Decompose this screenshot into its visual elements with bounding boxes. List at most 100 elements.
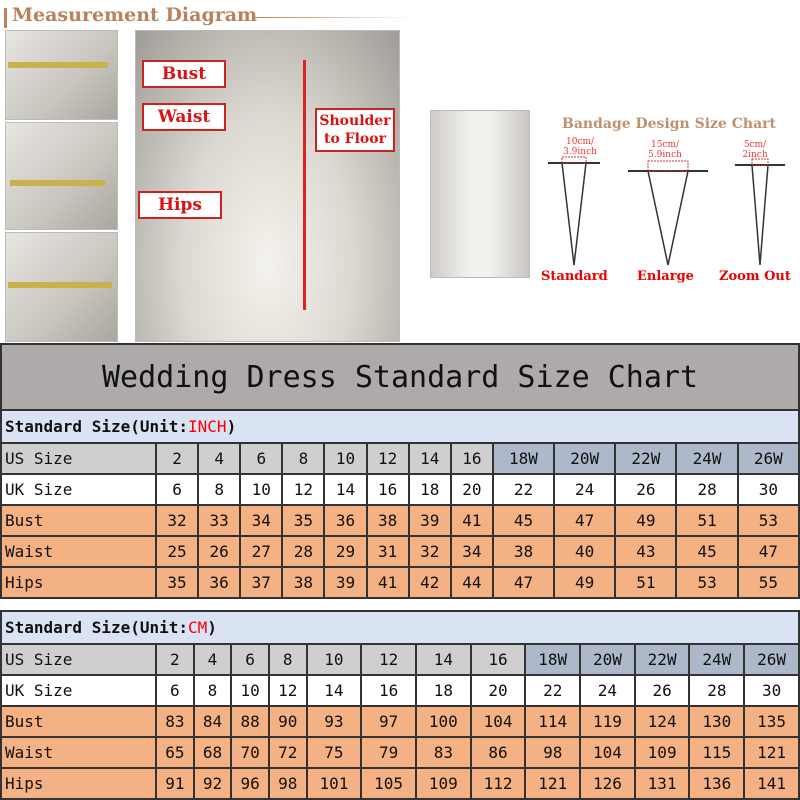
size-cell: 32	[154, 504, 200, 537]
size-cell: 53	[675, 566, 739, 599]
size-cell: 24W	[688, 643, 746, 676]
size-cell: 44	[449, 566, 494, 599]
size-cell: 90	[267, 705, 308, 738]
row-label: UK Size	[0, 473, 157, 506]
size-cell: 24W	[675, 442, 739, 475]
size-cell: 135	[743, 705, 800, 738]
shoulder-to-floor-label: Shoulder to Floor	[315, 108, 395, 152]
table-row: UK Size 6 8 10 12 14 16 18 20 22 24 26 28 30	[0, 674, 800, 707]
size-cell: 28	[675, 473, 739, 506]
size-cell: 22	[491, 473, 556, 506]
size-cell: 34	[239, 504, 284, 537]
section-prefix: Standard Size(Unit:	[5, 618, 189, 637]
size-cell: 68	[192, 736, 233, 769]
standard-size: 10cm/ 3.9inch	[563, 137, 597, 157]
table-row: Hips 35 36 37 38 39 41 42 44 47 49 51 53 55	[0, 566, 800, 599]
size-cell: 22W	[633, 643, 691, 676]
waist-photo	[5, 122, 118, 230]
size-cell: 28	[281, 535, 326, 568]
size-cell: 14	[414, 643, 472, 676]
row-label: UK Size	[0, 674, 157, 707]
size-cell: 24	[579, 674, 636, 707]
header-divider	[255, 17, 415, 18]
size-cell: 12	[267, 674, 308, 707]
header-bar	[4, 8, 7, 28]
size-cell: 6	[230, 643, 270, 676]
size-cell: 84	[192, 705, 233, 738]
size-cell: 98	[524, 736, 582, 769]
size-cell: 39	[407, 504, 452, 537]
unit-label: INCH	[188, 417, 227, 436]
size-cell: 109	[414, 767, 472, 800]
size-cell: 29	[323, 535, 368, 568]
size-cell: 109	[633, 736, 691, 769]
size-cell: 79	[360, 736, 417, 769]
size-cell: 16	[449, 442, 494, 475]
size-cell: 121	[524, 767, 582, 800]
size-cell: 43	[614, 535, 678, 568]
size-cell: 26	[614, 473, 678, 506]
inch-size-table: Standard Size(Unit:INCH) US Size 2 4 6 8 10 12 1…	[0, 409, 800, 599]
size-cell: 93	[305, 705, 363, 738]
size-cell: 30	[743, 674, 800, 707]
size-cell: 47	[491, 566, 556, 599]
size-cell: 96	[230, 767, 270, 800]
bust-label: Bust	[142, 60, 226, 88]
size-cell: 115	[688, 736, 746, 769]
table-row: Bust 32 33 34 35 36 38 39 41 45 47 49 51 53	[0, 504, 800, 537]
standard-label: Standard	[541, 269, 608, 284]
section-header: Standard Size(Unit:INCH)	[0, 409, 800, 444]
size-cell: 8	[197, 473, 242, 506]
row-label: Hips	[0, 566, 157, 599]
size-cell: 45	[675, 535, 739, 568]
size-cell: 27	[239, 535, 284, 568]
size-cell: 34	[449, 535, 494, 568]
size-cell: 91	[155, 767, 195, 800]
size-cell: 2	[154, 442, 200, 475]
size-cell: 14	[305, 674, 363, 707]
size-cell: 97	[360, 705, 417, 738]
size-cell: 98	[267, 767, 308, 800]
zoomout-label: Zoom Out	[719, 269, 791, 284]
size-cell: 18	[407, 473, 452, 506]
size-cell: 41	[449, 504, 494, 537]
size-cell: 38	[491, 535, 556, 568]
size-cell: 10	[239, 473, 284, 506]
bandage-title: Bandage Design Size Chart	[562, 116, 776, 132]
size-cell: 26	[633, 674, 691, 707]
size-cell: 55	[736, 566, 800, 599]
size-cell: 75	[305, 736, 363, 769]
size-cell: 41	[365, 566, 410, 599]
section-header: Standard Size(Unit:CM)	[0, 610, 800, 645]
shoulder-to-floor-line	[303, 60, 306, 310]
size-cell: 42	[407, 566, 452, 599]
zoomout-size: 5cm/ 2inch	[742, 140, 768, 160]
size-cell: 26	[197, 535, 242, 568]
size-cell: 53	[736, 504, 800, 537]
size-cell: 130	[688, 705, 746, 738]
size-cell: 36	[197, 566, 242, 599]
size-cell: 119	[579, 705, 636, 738]
size-cell: 2	[155, 643, 195, 676]
section-suffix: )	[207, 618, 217, 637]
lacing-standard-icon	[548, 156, 600, 266]
size-cell: 32	[407, 535, 452, 568]
size-cell: 121	[743, 736, 800, 769]
size-cell: 4	[192, 643, 233, 676]
lacing-zoomout-icon	[735, 158, 785, 266]
size-cell: 8	[281, 442, 326, 475]
size-cell: 47	[553, 504, 617, 537]
size-cell: 37	[239, 566, 284, 599]
size-cell: 16	[469, 643, 527, 676]
size-cell: 33	[197, 504, 242, 537]
size-cell: 38	[365, 504, 410, 537]
row-label: US Size	[0, 442, 157, 475]
table-row: Bust 83 84 88 90 93 97 100 104 114 119 124 130 135	[0, 705, 800, 738]
size-cell: 49	[614, 504, 678, 537]
size-cell: 12	[360, 643, 417, 676]
size-cell: 105	[360, 767, 417, 800]
size-cell: 26W	[743, 643, 800, 676]
table-row: Waist 25 26 27 28 29 31 32 34 38 40 43 45 47	[0, 535, 800, 568]
size-cell: 6	[239, 442, 284, 475]
table-row: Hips 91 92 96 98 101 105 109 112 121 126 131 136 141	[0, 767, 800, 800]
